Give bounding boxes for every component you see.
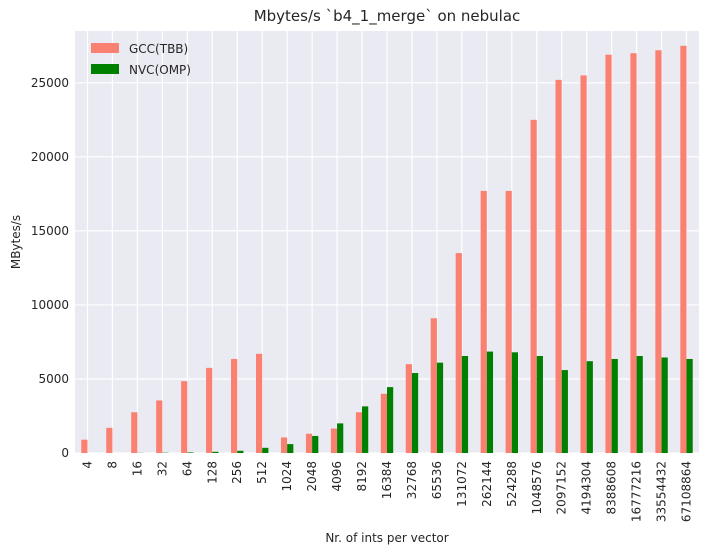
x-tick-label: 32: [155, 461, 169, 476]
bar-nvc-omp: [461, 356, 469, 453]
bar-gcc-tbb: [206, 367, 213, 453]
bar-nvc-omp: [337, 423, 344, 453]
x-tick-label: 8: [105, 461, 119, 469]
bar-nvc-omp: [511, 352, 518, 453]
x-tick-label: 16777216: [630, 461, 644, 522]
x-tick-label: 2097152: [555, 461, 569, 514]
bar-nvc-omp: [262, 447, 269, 453]
bar-gcc-tbb: [280, 437, 288, 453]
x-tick-label: 4: [80, 461, 94, 469]
x-tick-label: 262144: [480, 461, 494, 507]
x-tick-label: 16: [130, 461, 144, 476]
bar-nvc-omp: [486, 351, 494, 453]
bar-nvc-omp: [686, 358, 693, 453]
bar-nvc-omp: [586, 361, 593, 453]
bar-nvc-omp: [212, 451, 219, 453]
x-tick-label: 524288: [505, 461, 519, 507]
bar-gcc-tbb: [430, 318, 437, 453]
y-tick-label: 20000: [31, 150, 69, 164]
bars: [81, 45, 693, 454]
bar-nvc-omp: [636, 356, 643, 453]
bar-nvc-omp: [187, 452, 194, 453]
y-tick-label: 5000: [38, 372, 69, 386]
y-axis-label: MBytes/s: [9, 215, 23, 269]
bar-gcc-tbb: [131, 412, 138, 453]
bar-nvc-omp: [561, 370, 568, 453]
x-tick-label: 67108864: [680, 461, 694, 522]
x-tick-label: 2048: [305, 461, 319, 492]
bar-nvc-omp: [436, 362, 444, 453]
bar-gcc-tbb: [355, 412, 363, 453]
bar-gcc-tbb: [231, 358, 238, 453]
bar-gcc-tbb: [580, 75, 587, 453]
x-tick-label: 65536: [430, 461, 444, 499]
bar-gcc-tbb: [256, 353, 263, 453]
x-tick-label: 1024: [280, 461, 294, 492]
y-tick-label: 0: [61, 446, 69, 460]
legend-label: GCC(TBB): [129, 42, 188, 56]
bar-nvc-omp: [362, 406, 369, 453]
legend-swatch: [91, 43, 119, 53]
x-tick-label: 64: [180, 461, 194, 476]
x-axis-label: Nr. of ints per vector: [325, 531, 448, 545]
bar-nvc-omp: [536, 356, 543, 453]
x-tick-label: 33554432: [655, 461, 669, 522]
x-tick-label: 8388608: [605, 461, 619, 514]
bar-gcc-tbb: [605, 54, 612, 454]
x-tick-label: 256: [230, 461, 244, 484]
bar-nvc-omp: [287, 444, 294, 453]
bar-gcc-tbb: [530, 119, 537, 453]
x-tick-label: 32768: [405, 461, 419, 499]
x-tick-label: 16384: [380, 461, 394, 499]
chart-title: Mbytes/s `b4_1_merge` on nebulac: [254, 7, 521, 26]
y-tick-labels: 0 5000 10000 15000 20000 25000: [31, 76, 69, 460]
y-tick-label: 25000: [31, 76, 69, 90]
y-tick-label: 10000: [31, 298, 69, 312]
x-tick-label: 128: [205, 461, 219, 484]
legend-swatch: [91, 64, 119, 74]
bar-nvc-omp: [411, 373, 419, 453]
bar-gcc-tbb: [505, 190, 512, 454]
x-tick-label: 8192: [355, 461, 369, 492]
bar-nvc-omp: [312, 435, 319, 453]
x-tick-label: 512: [255, 461, 269, 484]
x-tick-label: 4096: [330, 461, 344, 492]
bar-gcc-tbb: [106, 427, 113, 453]
x-tick-label: 4194304: [580, 461, 594, 514]
x-tick-label: 1048576: [530, 461, 544, 514]
bar-gcc-tbb: [405, 364, 412, 453]
bar-gcc-tbb: [455, 253, 462, 453]
bar-nvc-omp: [387, 387, 394, 453]
x-tick-label: 131072: [455, 461, 469, 507]
bar-gcc-tbb: [330, 428, 338, 453]
bar-gcc-tbb: [555, 79, 562, 453]
bar-gcc-tbb: [630, 53, 637, 454]
bar-gcc-tbb: [181, 381, 188, 453]
legend: GCC(TBB) NVC(OMP): [91, 42, 191, 77]
bar-gcc-tbb: [305, 433, 313, 453]
bar-gcc-tbb: [480, 190, 487, 454]
bar-gcc-tbb: [380, 393, 387, 453]
bar-nvc-omp: [661, 357, 668, 453]
bar-nvc-omp: [237, 450, 244, 453]
y-tick-label: 15000: [31, 224, 69, 238]
bar-gcc-tbb: [81, 439, 88, 453]
legend-label: NVC(OMP): [129, 63, 191, 77]
bar-gcc-tbb: [680, 45, 687, 454]
x-tick-labels: 4 8 16 32 64 128 256 512 1024 2048 4096 8192 16384 32…: [80, 461, 693, 522]
bar-gcc-tbb: [156, 400, 163, 453]
bar-gcc-tbb: [655, 50, 662, 454]
bar-nvc-omp: [611, 358, 618, 453]
